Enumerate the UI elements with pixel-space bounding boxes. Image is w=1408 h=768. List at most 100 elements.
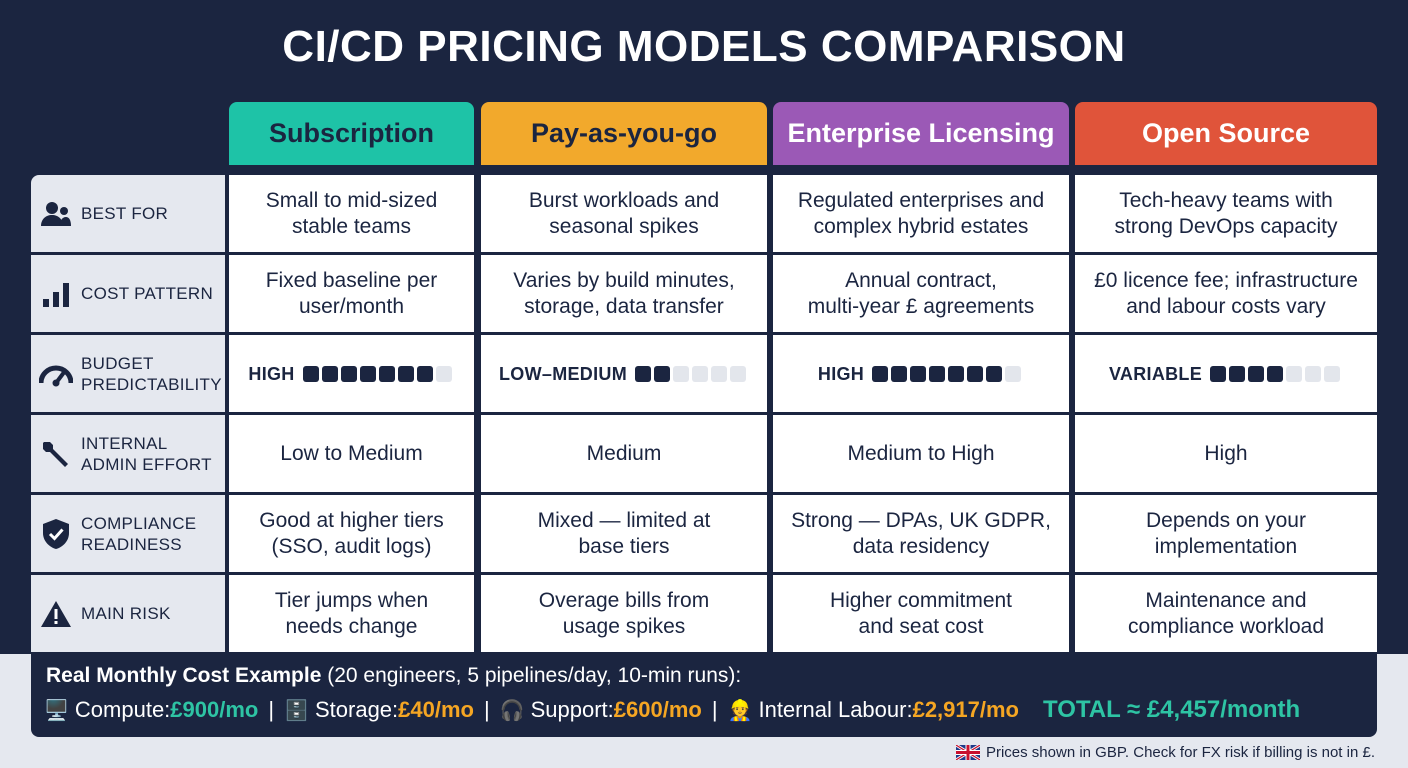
meter-segment-filled [1210,365,1227,382]
predictability-meter: HIGH [248,361,454,387]
meter-segment-filled [929,365,946,382]
meter-segment-filled [302,365,319,382]
row-label-text: COST PATTERN [81,284,214,303]
separator: | [711,697,718,722]
cost-breakdown-line: 🖥️ Compute: £900/mo | 🗄️ Storage: £40/mo | 🎧 Su… [44,696,1300,724]
table-cell: Strong — DPAs, UK GDPR, data residency [773,495,1069,572]
currency-note: Prices shown in GBP. Check for FX risk i… [955,744,1375,761]
warning-icon [39,597,73,631]
meter-segment-empty [692,365,708,382]
meter-segment-empty [730,365,746,382]
cost-item-value: £900/mo [170,697,259,722]
cell-text: Mixed — limited at base tiers [537,508,711,558]
table-cell: Overage bills from usage spikes [481,575,767,652]
table-cell: Tech-heavy teams with strong DevOps capa… [1075,175,1377,252]
predictability-level: VARIABLE [1108,363,1203,384]
cell-text: £0 licence fee; infrastructure and labou… [1094,268,1358,318]
column-header-open-source: Open Source [1075,102,1377,165]
cell-text: Maintenance and compliance workload [1127,588,1325,638]
shield-check-icon [39,517,73,551]
worker-icon: 👷 [727,699,753,722]
cell-text: Regulated enterprises and complex hybrid… [797,188,1045,238]
separator: | [268,697,275,722]
table-cell: Regulated enterprises and complex hybrid… [773,175,1069,252]
table-cell: LOW–MEDIUM [481,335,767,412]
table-cell: Small to mid-sized stable teams [229,175,474,252]
table-cell: Annual contract, multi-year £ agreements [773,255,1069,332]
cell-text: Tier jumps when needs change [274,588,429,638]
cell-text: Low to Medium [280,441,423,465]
row-label-main-risk: MAIN RISK [31,575,225,652]
cost-item-value: £600/mo [613,697,702,722]
table-cell: Varies by build minutes, storage, data t… [481,255,767,332]
predictability-meter: VARIABLE [1109,361,1343,387]
row-label-text: INTERNAL ADMIN EFFORT [81,433,212,474]
cost-item-value: £2,917/mo [912,697,1019,722]
table-cell: Medium to High [773,415,1069,492]
meter-segment-filled [872,365,889,382]
table-cell: Fixed baseline per user/month [229,255,474,332]
row-label-cost-pattern: COST PATTERN [31,255,225,332]
meter-segment-filled [397,365,414,382]
storage-icon: 🗄️ [284,699,309,722]
total-cost: TOTAL ≈ £4,457/month [1042,696,1301,723]
row-label-best-for: BEST FOR [31,175,225,252]
cost-item-label: Internal Labour: [758,697,913,722]
cell-text: High [1204,441,1248,465]
table-cell: HIGH [773,335,1069,412]
meter-segment-filled [948,365,965,382]
row-label-internal-admin-effort: INTERNAL ADMIN EFFORT [31,415,225,492]
wrench-icon [39,437,73,471]
table-cell: Burst workloads and seasonal spikes [481,175,767,252]
meter-segment-filled [1229,365,1246,382]
meter-segment-filled [340,365,357,382]
predictability-level: HIGH [248,363,295,384]
cost-example-panel: Real Monthly Cost Example (20 engineers,… [31,654,1377,737]
meter-segment-filled [635,365,651,382]
predictability-level: HIGH [817,363,865,384]
cell-text: Depends on your implementation [1146,508,1306,558]
meter-segment-empty [1305,365,1322,382]
table-cell: High [1075,415,1377,492]
meter-segment-filled [321,365,338,382]
cell-text: Higher commitment and seat cost [829,588,1013,638]
meter-segment-filled [654,365,670,382]
cell-text: Annual contract, multi-year £ agreements [807,268,1035,318]
uk-flag-icon [955,745,980,760]
meter-segment-filled [910,365,927,382]
cost-item-value: £40/mo [398,697,474,722]
monitor-icon: 🖥️ [44,699,69,722]
table-cell: Good at higher tiers (SSO, audit logs) [229,495,474,572]
meter-segment-empty [1005,365,1022,382]
row-label-budget-predictability: BUDGET PREDICTABILITY [31,335,225,412]
meter-segment-empty [673,365,689,382]
cell-text: Good at higher tiers (SSO, audit logs) [259,508,444,558]
cell-text: Small to mid-sized stable teams [265,188,438,238]
cost-example-heading-line: Real Monthly Cost Example (20 engineers,… [46,664,741,688]
cell-text: Strong — DPAs, UK GDPR, data residency [791,508,1051,558]
meter-segment-filled [416,365,433,382]
meter-segment-filled [986,365,1003,382]
cell-text: Tech-heavy teams with strong DevOps capa… [1114,188,1338,238]
bar-chart-icon [39,277,73,311]
table-cell: Low to Medium [229,415,474,492]
table-cell: Mixed — limited at base tiers [481,495,767,572]
cell-text: Varies by build minutes, storage, data t… [513,268,735,318]
separator: | [483,697,490,722]
column-header-enterprise-licensing: Enterprise Licensing [773,102,1069,165]
table-cell: Maintenance and compliance workload [1075,575,1377,652]
meter-segment-filled [359,365,376,382]
row-label-compliance-readiness: COMPLIANCE READINESS [31,495,225,572]
meter-segment-filled [967,365,984,382]
cost-example-subheading: (20 engineers, 5 pipelines/day, 10-min r… [327,664,742,687]
table-cell: £0 licence fee; infrastructure and labou… [1075,255,1377,332]
cost-item-label: Storage: [314,697,399,722]
cell-text: Overage bills from usage spikes [538,588,710,638]
cell-text: Medium to High [847,441,995,465]
table-cell: HIGH [229,335,474,412]
predictability-meter: HIGH [818,361,1024,387]
meter-segment-empty [1324,365,1341,382]
cell-text: Fixed baseline per user/month [265,268,438,318]
page-title: CI/CD PRICING MODELS COMPARISON [282,22,1126,71]
table-cell: Tier jumps when needs change [229,575,474,652]
